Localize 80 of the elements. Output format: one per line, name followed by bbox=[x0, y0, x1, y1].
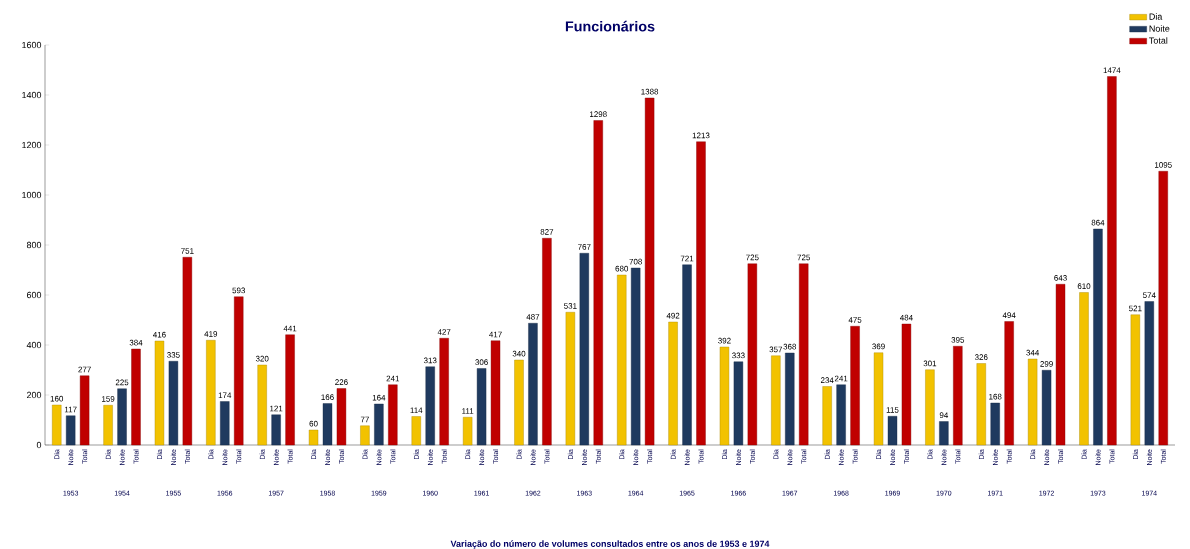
bar bbox=[117, 388, 127, 446]
bar bbox=[388, 384, 398, 446]
bar bbox=[234, 296, 244, 446]
bar bbox=[1107, 76, 1117, 446]
bar bbox=[257, 364, 267, 446]
bar bbox=[565, 312, 576, 446]
chart-title: Funcionários bbox=[565, 20, 655, 32]
bar bbox=[785, 352, 795, 446]
bar bbox=[644, 97, 655, 446]
bar bbox=[1144, 301, 1154, 446]
bar bbox=[579, 253, 589, 446]
bar bbox=[1079, 292, 1089, 446]
bar bbox=[1093, 228, 1103, 446]
bar bbox=[630, 267, 641, 446]
bar bbox=[747, 263, 758, 446]
bar bbox=[271, 414, 281, 446]
bar bbox=[1055, 284, 1066, 446]
bar bbox=[206, 340, 216, 446]
y-tick-label: 0 bbox=[36, 441, 42, 449]
y-tick-label: 1400 bbox=[22, 91, 42, 99]
bar bbox=[617, 274, 627, 446]
bar bbox=[439, 338, 449, 446]
legend-label: Noite bbox=[1149, 25, 1170, 32]
bar bbox=[850, 326, 860, 446]
y-tick-label: 1000 bbox=[22, 191, 42, 199]
bar bbox=[220, 401, 230, 446]
bar bbox=[308, 429, 319, 446]
bar bbox=[411, 416, 421, 446]
bar bbox=[182, 257, 193, 446]
bar bbox=[542, 238, 552, 446]
bar bbox=[154, 340, 165, 446]
y-tick-label: 400 bbox=[26, 341, 42, 349]
bar bbox=[953, 346, 963, 446]
bar bbox=[360, 425, 370, 446]
bar bbox=[462, 417, 473, 446]
bar bbox=[1158, 171, 1168, 446]
bar bbox=[901, 323, 912, 446]
y-tick-label: 200 bbox=[26, 391, 42, 399]
bar bbox=[682, 264, 692, 446]
bar bbox=[822, 386, 832, 446]
bar bbox=[593, 120, 603, 446]
bar bbox=[799, 263, 809, 446]
bar bbox=[79, 375, 90, 446]
bar bbox=[1130, 314, 1141, 446]
y-tick-label: 800 bbox=[26, 241, 42, 249]
bar bbox=[131, 348, 141, 446]
bar bbox=[887, 416, 898, 446]
bar bbox=[976, 363, 986, 446]
bar bbox=[103, 405, 113, 446]
bar bbox=[336, 388, 347, 446]
y-tick-label: 600 bbox=[26, 291, 42, 299]
bar bbox=[374, 403, 384, 446]
bar bbox=[696, 141, 706, 446]
bar bbox=[322, 403, 333, 446]
bar bbox=[925, 369, 935, 446]
bar bbox=[168, 361, 179, 446]
bar bbox=[528, 323, 538, 446]
bar bbox=[1027, 358, 1038, 446]
bar bbox=[285, 334, 295, 446]
bar bbox=[668, 321, 678, 446]
bar bbox=[490, 340, 501, 446]
legend-label: Dia bbox=[1149, 13, 1163, 20]
bar bbox=[836, 384, 846, 446]
bar bbox=[990, 402, 1000, 446]
bar bbox=[1004, 321, 1014, 446]
bar bbox=[939, 421, 949, 446]
bar bbox=[1041, 370, 1052, 446]
bar bbox=[514, 359, 524, 446]
bar bbox=[771, 355, 781, 446]
y-tick-label: 1600 bbox=[22, 41, 42, 49]
bar bbox=[873, 352, 884, 446]
bar bbox=[719, 346, 730, 446]
bar bbox=[52, 404, 62, 446]
bar bbox=[425, 366, 435, 446]
x-axis-title: Variação do número de volumes consultados entre os anos de 1953 e 1974 bbox=[450, 540, 770, 549]
legend-label: Total bbox=[1149, 37, 1168, 44]
y-tick-label: 1200 bbox=[22, 141, 42, 149]
bar bbox=[733, 361, 744, 446]
bar bbox=[66, 415, 76, 446]
bar bbox=[476, 368, 487, 446]
